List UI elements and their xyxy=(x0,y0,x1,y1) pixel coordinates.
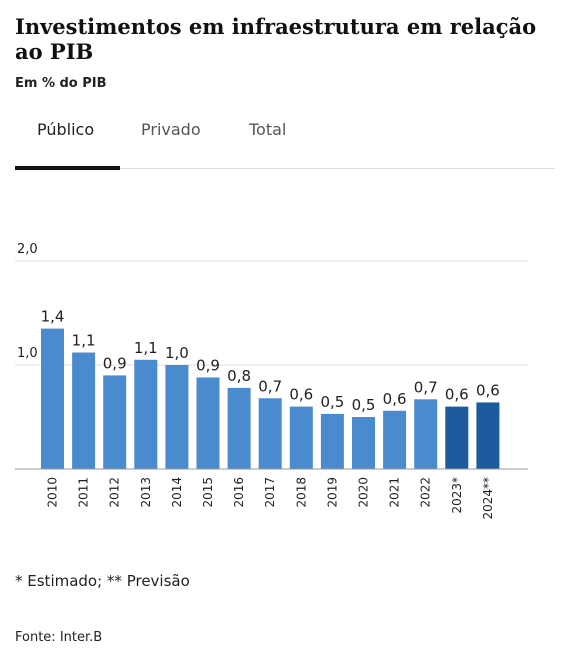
bar xyxy=(383,410,407,469)
x-tick-label: 2010 xyxy=(46,477,60,508)
data-label: 0,6 xyxy=(476,381,500,399)
bar xyxy=(289,406,313,469)
data-label: 0,6 xyxy=(383,390,407,408)
tab-bar: Público Privado Total xyxy=(15,108,555,170)
data-label: 0,7 xyxy=(414,378,438,396)
source-note: Fonte: Inter.B xyxy=(15,630,103,645)
footnote: * Estimado; ** Previsão xyxy=(15,572,190,590)
x-tick-label: 2024** xyxy=(481,477,495,520)
bar-chart: 1,0 2,0 1,4 2010 1,1 2011 0,9 2012 1,1 2013 1,0 201… xyxy=(15,242,528,520)
bar xyxy=(72,352,96,469)
bar xyxy=(41,328,64,469)
bar xyxy=(476,402,500,469)
data-label: 0,5 xyxy=(320,393,344,411)
x-tick-label: 2013 xyxy=(139,477,153,508)
x-tick-label: 2018 xyxy=(294,477,308,508)
data-label: 1,4 xyxy=(41,308,65,326)
bar xyxy=(320,413,344,469)
bar xyxy=(445,406,469,469)
data-label: 0,5 xyxy=(352,396,376,414)
active-tab-indicator xyxy=(15,166,120,170)
data-label: 0,9 xyxy=(103,354,127,372)
x-tick-label: 2016 xyxy=(232,477,246,508)
x-tick-label: 2020 xyxy=(357,477,371,508)
bar xyxy=(258,398,282,469)
x-tick-label: 2022 xyxy=(419,477,433,508)
data-label: 0,6 xyxy=(289,386,313,404)
y-tick-label: 2,0 xyxy=(17,242,38,257)
data-label: 0,6 xyxy=(445,386,469,404)
tab-publico[interactable]: Público xyxy=(37,120,95,139)
bar xyxy=(103,375,127,469)
bar xyxy=(196,377,220,469)
data-label: 1,1 xyxy=(72,332,96,350)
data-label: 0,9 xyxy=(196,356,220,374)
tab-privado[interactable]: Privado xyxy=(141,120,201,139)
y-tick-label: 1,0 xyxy=(17,346,38,361)
data-label: 1,0 xyxy=(165,344,189,362)
data-label: 1,1 xyxy=(134,339,158,357)
data-label: 0,8 xyxy=(227,367,251,385)
x-tick-label: 2023* xyxy=(450,477,464,514)
bar xyxy=(165,365,189,469)
bar xyxy=(352,417,375,469)
x-tick-label: 2014 xyxy=(170,477,184,508)
x-tick-label: 2015 xyxy=(201,477,215,508)
bar xyxy=(414,399,438,469)
bar xyxy=(134,359,158,469)
x-tick-label: 2012 xyxy=(108,477,122,508)
chart-subtitle: Em % do PIB xyxy=(15,76,107,91)
x-tick-label: 2021 xyxy=(388,477,402,508)
x-tick-label: 2011 xyxy=(77,477,91,508)
x-tick-label: 2017 xyxy=(263,477,277,508)
bar xyxy=(227,387,251,469)
x-tick-label: 2019 xyxy=(325,477,339,508)
chart-title: Investimentos em infraestrutura em relaç… xyxy=(15,14,537,64)
data-label: 0,7 xyxy=(258,377,282,395)
tab-total[interactable]: Total xyxy=(249,120,287,139)
